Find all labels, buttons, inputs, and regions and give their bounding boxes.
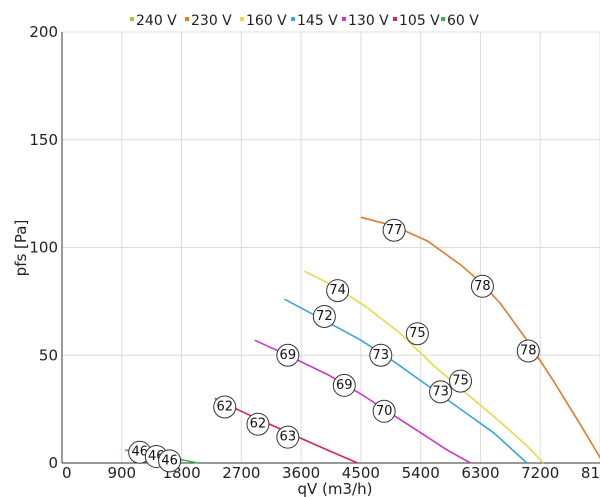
efficiency-badge	[332, 373, 356, 397]
efficiency-badge	[382, 218, 406, 242]
efficiency-badge-label: 73	[432, 384, 449, 399]
efficiency-badge-label: 46	[161, 453, 178, 468]
efficiency-badge-label: 78	[520, 343, 537, 358]
y-tick-labels: 0 50 100 150 200	[29, 23, 58, 472]
x-tick-label: 6300	[461, 464, 499, 482]
legend-swatch	[130, 17, 134, 21]
x-tick-label: 5400	[402, 464, 440, 482]
efficiency-badge-label: 73	[373, 348, 390, 363]
y-tick-label: 200	[29, 23, 58, 41]
efficiency-badge-label: 62	[216, 399, 233, 414]
grid	[61, 31, 600, 464]
x-tick-label: 0	[62, 464, 72, 482]
efficiency-badge-label: 77	[386, 223, 403, 238]
legend-swatch	[291, 17, 295, 21]
efficiency-badge-label: 78	[474, 279, 491, 294]
x-tick-label: 7200	[521, 464, 559, 482]
efficiency-badge-label: 75	[452, 374, 469, 389]
x-tick-label: 3600	[282, 464, 320, 482]
efficiency-badge	[158, 449, 182, 473]
efficiency-badge-label: 70	[376, 404, 393, 419]
efficiency-badge-label: 72	[316, 309, 333, 324]
legend: 240 V 230 V 160 V 145 V 130 V 105 V 60 V	[130, 13, 479, 29]
y-axis-title: pfs [Pa]	[12, 220, 30, 277]
legend-entry: 60 V	[447, 13, 479, 29]
x-tick-label: 2700	[222, 464, 260, 482]
efficiency-badge	[276, 343, 300, 367]
legend-swatch	[393, 17, 397, 21]
x-tick-label: 900	[107, 464, 136, 482]
efficiency-badge	[470, 274, 494, 298]
x-tick-labels: 090018002700360045005400630072008100	[62, 464, 600, 482]
efficiency-badge-label: 74	[329, 283, 346, 298]
efficiency-badge	[516, 339, 540, 363]
efficiency-badge	[405, 322, 429, 346]
legend-swatch	[441, 17, 445, 21]
efficiency-badge	[369, 343, 393, 367]
efficiency-badge-label: 63	[280, 430, 297, 445]
efficiency-badge	[276, 425, 300, 449]
legend-entry: 160 V	[246, 13, 287, 29]
legend-swatch	[342, 17, 346, 21]
efficiency-badge	[312, 304, 336, 328]
x-axis-title: qV (m3/h)	[298, 480, 373, 497]
efficiency-badge-label: 69	[336, 378, 353, 393]
y-tick-label: 100	[29, 239, 58, 257]
y-tick-label: 150	[29, 131, 58, 149]
efficiency-badge-label: 69	[280, 348, 297, 363]
efficiency-badge	[213, 395, 237, 419]
efficiency-badge	[246, 412, 270, 436]
efficiency-badge-label: 62	[250, 417, 267, 432]
x-tick-label: 8100	[581, 464, 600, 482]
efficiency-badge-label: 75	[409, 326, 426, 341]
legend-entry: 145 V	[297, 13, 338, 29]
efficiency-badge	[372, 399, 396, 423]
legend-entry: 105 V	[399, 13, 440, 29]
legend-entry: 130 V	[348, 13, 389, 29]
x-tick-label: 4500	[342, 464, 380, 482]
efficiency-badge-label: 46	[131, 445, 148, 460]
efficiency-badge	[326, 279, 350, 303]
y-tick-label: 0	[48, 454, 58, 472]
efficiency-badge	[449, 369, 473, 393]
legend-swatch	[240, 17, 244, 21]
legend-entry: 230 V	[191, 13, 232, 29]
legend-entry: 240 V	[136, 13, 177, 29]
y-tick-label: 50	[39, 346, 58, 364]
efficiency-badge	[429, 380, 453, 404]
legend-swatch	[185, 17, 189, 21]
